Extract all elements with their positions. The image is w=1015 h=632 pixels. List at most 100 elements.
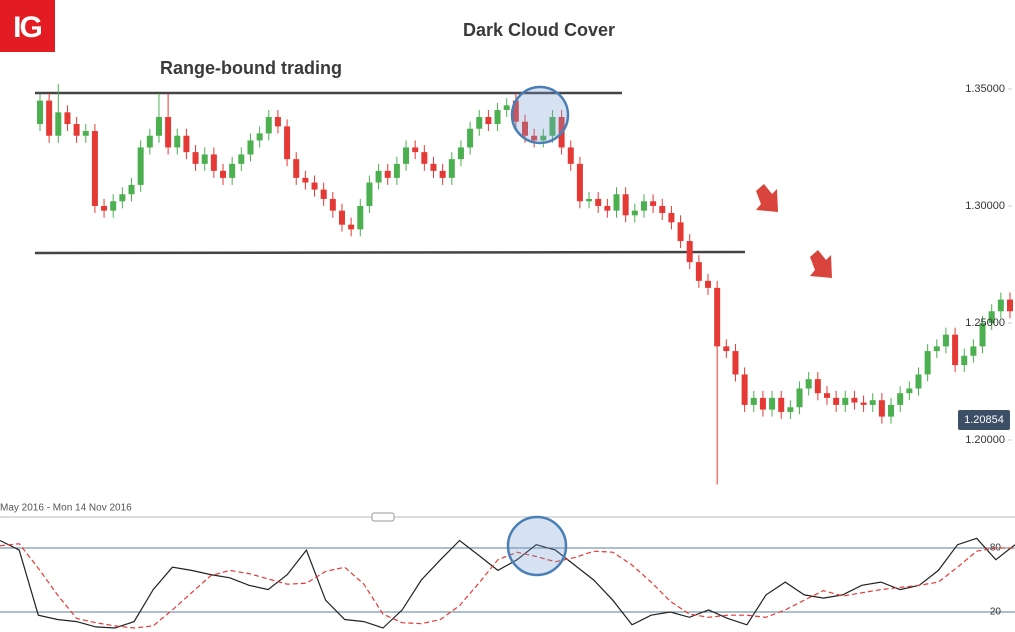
candle-body — [695, 262, 702, 281]
candle-body — [650, 201, 657, 206]
candle-body — [823, 393, 830, 398]
candle-body — [915, 374, 922, 389]
candle-body — [329, 198, 336, 211]
candle-body — [165, 117, 172, 148]
candle-body — [595, 198, 602, 206]
logo-box — [0, 0, 55, 52]
candle-body — [91, 131, 98, 206]
candle-body — [320, 189, 327, 199]
candle-body — [732, 351, 739, 375]
candle-body — [677, 222, 684, 242]
candle-body — [961, 355, 968, 366]
candle-body — [467, 128, 474, 148]
candle-body — [174, 135, 181, 148]
candle-body — [522, 121, 528, 136]
candle-body — [439, 170, 446, 178]
candle-body — [686, 241, 693, 263]
candle-body — [814, 379, 821, 394]
candle-body — [805, 379, 812, 389]
candle-body — [55, 112, 62, 136]
candle-body — [101, 205, 108, 211]
candle-body — [430, 163, 437, 171]
candles — [37, 84, 1013, 485]
y-tick-label: 1.25000 — [965, 317, 1005, 329]
candle-body — [311, 182, 318, 190]
date-range: May 2016 - Mon 14 Nov 2016 — [0, 503, 132, 514]
candle-body — [741, 374, 748, 405]
chart-title: Dark Cloud Cover — [463, 20, 615, 40]
candle-body — [110, 201, 117, 211]
candle-body — [485, 117, 492, 125]
candle-body — [924, 351, 931, 375]
candle-body — [119, 194, 126, 202]
candle-body — [403, 147, 410, 164]
candle-body — [586, 198, 593, 202]
arrows — [756, 184, 832, 278]
logo: IG — [13, 11, 41, 44]
candle-body — [302, 177, 309, 183]
oscillator-line — [0, 537, 1015, 629]
candle-body — [769, 397, 776, 410]
candle-body — [842, 397, 849, 405]
candle-body — [37, 100, 43, 125]
candle-body — [393, 163, 400, 178]
oscillator-line — [0, 543, 1015, 629]
candle-body — [421, 152, 428, 164]
candle-body — [146, 135, 153, 148]
candle-body — [970, 346, 977, 356]
y-tick-label: 1.35000 — [965, 83, 1005, 95]
last-price-label: 1.20854 — [964, 414, 1004, 426]
candle-body — [796, 388, 803, 408]
candle-body — [604, 205, 611, 211]
y-tick-label: 20 — [990, 607, 1002, 618]
candle-body — [952, 334, 959, 366]
candle-body — [778, 397, 785, 412]
y-tick-label: 1.20000 — [965, 434, 1005, 446]
candle-body — [201, 154, 208, 164]
candle-body — [997, 299, 1004, 312]
range-bottom-line — [34, 250, 746, 255]
candle-body — [503, 105, 510, 110]
candle-body — [348, 224, 355, 230]
candle-body — [183, 135, 190, 153]
candle-body — [210, 154, 217, 171]
candle-body — [476, 117, 483, 129]
highlight-circle — [510, 85, 570, 145]
candle-body — [613, 194, 620, 211]
candle-body — [128, 184, 135, 195]
candle-body — [906, 388, 913, 394]
candle-body — [942, 334, 949, 347]
candle-body — [540, 135, 547, 141]
candle-body — [888, 404, 895, 417]
candle-body — [860, 402, 867, 405]
candle-body — [549, 117, 556, 136]
resize-handle[interactable] — [371, 512, 395, 522]
y-tick-label: 1.30000 — [965, 200, 1005, 212]
candle-body — [265, 117, 272, 134]
candle-body — [714, 287, 721, 347]
candle-body — [155, 117, 162, 136]
candle-body — [247, 140, 254, 155]
candle-body — [869, 400, 876, 405]
candle-body — [448, 159, 455, 178]
candle-body — [256, 133, 263, 141]
candle-body — [1007, 299, 1013, 312]
down-arrow — [756, 184, 778, 212]
candle-body — [750, 397, 757, 405]
candle-body — [640, 201, 647, 211]
candle-body — [137, 147, 144, 185]
last-price-tag — [958, 410, 1010, 431]
candle-body — [631, 210, 638, 216]
candle-body — [293, 159, 300, 178]
candle-body — [457, 147, 464, 160]
candle-body — [531, 135, 538, 141]
candle-body — [759, 397, 766, 410]
candle-body — [979, 322, 986, 347]
candle-body — [622, 194, 629, 216]
candle-body — [705, 280, 712, 288]
candle-body — [412, 147, 419, 153]
candle-body — [567, 147, 574, 164]
candle-body — [933, 346, 940, 352]
